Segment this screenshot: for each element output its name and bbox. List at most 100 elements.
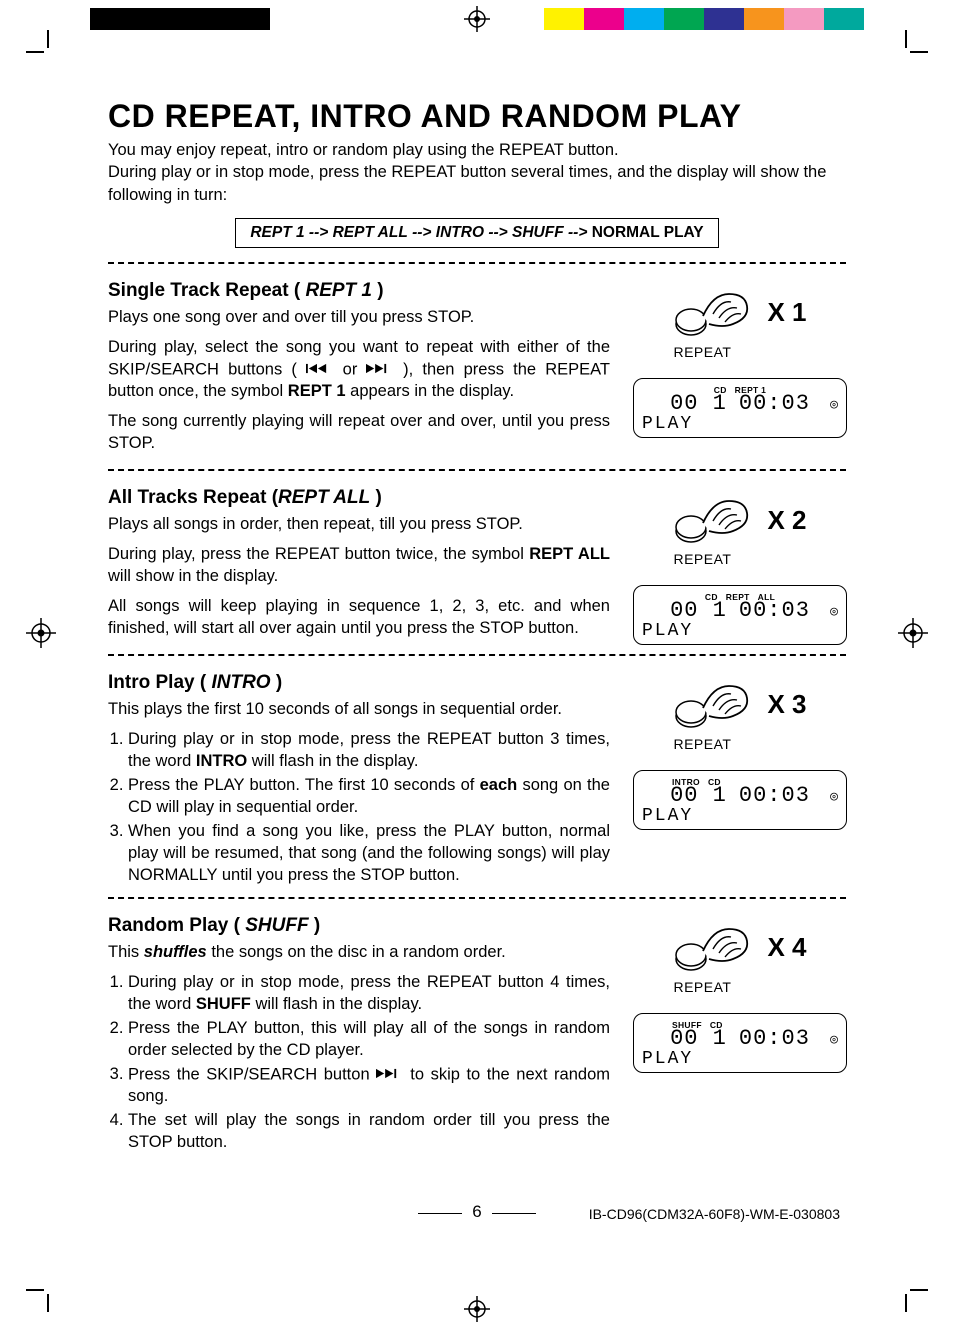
t: Press the SKIP/SEARCH button bbox=[128, 1065, 376, 1083]
t: Random Play ( bbox=[108, 915, 245, 936]
swatch bbox=[624, 8, 664, 30]
track: 00 1 bbox=[670, 1028, 727, 1050]
lcd-status: PLAY bbox=[642, 622, 838, 640]
step: Press the SKIP/SEARCH button to skip to … bbox=[128, 1064, 610, 1108]
registration-mark-icon bbox=[898, 618, 928, 648]
lcd-display: SHUFF CD 00 1 00:03 ◎ PLAY bbox=[633, 1013, 847, 1073]
t: will show in the display. bbox=[108, 567, 278, 585]
swatch bbox=[544, 8, 584, 30]
section-heading: Single Track Repeat ( REPT 1 ) bbox=[108, 278, 610, 303]
section-text: Single Track Repeat ( REPT 1 ) Plays one… bbox=[108, 278, 610, 463]
t: This bbox=[108, 943, 144, 961]
divider bbox=[108, 469, 846, 471]
mode-sequence: REPT 1 --> REPT ALL --> INTRO --> SHUFF … bbox=[235, 218, 718, 248]
button-label: REPEAT bbox=[673, 979, 793, 995]
section-text: All Tracks Repeat ( REPT ALL ) Plays all … bbox=[108, 485, 610, 648]
skip-next-icon bbox=[366, 359, 394, 381]
time: 00:03 bbox=[739, 393, 810, 415]
registration-mark-icon bbox=[26, 618, 56, 648]
hand-press-icon bbox=[673, 915, 757, 981]
section-illustration: X 4 REPEAT SHUFF CD 00 1 00:03 ◎ PLA bbox=[634, 913, 846, 1073]
step: The set will play the songs in random or… bbox=[128, 1110, 610, 1154]
button-label: REPEAT bbox=[673, 736, 793, 752]
crop-mark-icon bbox=[884, 30, 928, 74]
gap bbox=[270, 8, 544, 30]
lcd-status: PLAY bbox=[642, 1050, 838, 1068]
press-group: X 4 REPEAT bbox=[673, 915, 806, 995]
registration-mark-icon bbox=[464, 6, 490, 32]
lcd-digits: 00 1 00:03 bbox=[642, 600, 838, 622]
step: During play or in stop mode, press the R… bbox=[128, 729, 610, 773]
lcd-display: CD REPT ALL 00 1 00:03 ◎ PLAY bbox=[633, 585, 847, 645]
press-illustration: X 4 bbox=[673, 915, 806, 981]
arrow: --> bbox=[568, 224, 587, 241]
page-number: 6 bbox=[472, 1202, 481, 1221]
t: will flash in the display. bbox=[251, 995, 422, 1013]
mode: REPT ALL bbox=[333, 224, 408, 241]
step: When you find a song you like, press the… bbox=[128, 821, 610, 887]
mode: NORMAL PLAY bbox=[592, 224, 704, 241]
intro-text: You may enjoy repeat, intro or random pl… bbox=[108, 139, 846, 206]
rule bbox=[492, 1213, 536, 1214]
t: will flash in the display. bbox=[247, 752, 418, 770]
section-text: Random Play ( SHUFF ) This shuffles the … bbox=[108, 913, 610, 1158]
t: each bbox=[480, 776, 518, 794]
t: ) bbox=[370, 487, 382, 508]
press-illustration: X 1 bbox=[673, 280, 806, 346]
section-text: Intro Play ( INTRO ) This plays the firs… bbox=[108, 670, 610, 891]
press-count: X 1 bbox=[767, 297, 806, 328]
t: ) bbox=[309, 915, 321, 936]
content: CD REPEAT, INTRO AND RANDOM PLAY You may… bbox=[108, 98, 846, 1228]
step: During play or in stop mode, press the R… bbox=[128, 972, 610, 1016]
black-block bbox=[90, 8, 270, 30]
lcd-display: CD REPT 1 00 1 00:03 ◎ PLAY bbox=[633, 378, 847, 438]
track: 00 1 bbox=[670, 393, 727, 415]
p: All songs will keep playing in sequence … bbox=[108, 596, 610, 640]
swatch bbox=[704, 8, 744, 30]
arrow: --> bbox=[309, 224, 328, 241]
crop-mark-icon bbox=[26, 30, 70, 74]
arrow: --> bbox=[488, 224, 507, 241]
press-count: X 2 bbox=[767, 505, 806, 536]
press-group: X 3 REPEAT bbox=[673, 672, 806, 752]
section-random-play: Random Play ( SHUFF ) This shuffles the … bbox=[108, 909, 846, 1158]
hand-press-icon bbox=[673, 487, 757, 553]
t: REPT ALL bbox=[529, 545, 610, 563]
t: or bbox=[334, 360, 367, 378]
time: 00:03 bbox=[739, 785, 810, 807]
lcd-digits: 00 1 00:03 bbox=[642, 1028, 838, 1050]
t: REPT 1 bbox=[288, 382, 346, 400]
t: REPT 1 bbox=[305, 280, 372, 301]
section-intro-play: Intro Play ( INTRO ) This plays the firs… bbox=[108, 666, 846, 891]
section-illustration: X 2 REPEAT CD REPT ALL 00 1 00:03 bbox=[634, 485, 846, 645]
swatch bbox=[824, 8, 864, 30]
lcd-digits: 00 1 00:03 bbox=[642, 785, 838, 807]
section-heading: Intro Play ( INTRO ) bbox=[108, 670, 610, 695]
t: the songs on the disc in a random order. bbox=[207, 943, 506, 961]
t: shuffles bbox=[144, 943, 207, 961]
t: Press the PLAY button. The first 10 seco… bbox=[128, 776, 480, 794]
section-heading: Random Play ( SHUFF ) bbox=[108, 913, 610, 938]
p: During play, press the REPEAT button twi… bbox=[108, 544, 610, 588]
t: During play, press the REPEAT button twi… bbox=[108, 545, 529, 563]
mode: SHUFF bbox=[512, 224, 564, 241]
press-count: X 4 bbox=[767, 932, 806, 963]
page-title: CD REPEAT, INTRO AND RANDOM PLAY bbox=[108, 98, 846, 135]
track: 00 1 bbox=[670, 785, 727, 807]
crop-mark-icon bbox=[26, 1268, 70, 1312]
steps: During play or in stop mode, press the R… bbox=[108, 972, 610, 1154]
disc-icon: ◎ bbox=[830, 789, 838, 804]
step: Press the PLAY button. The first 10 seco… bbox=[128, 775, 610, 819]
lcd-status: PLAY bbox=[642, 807, 838, 825]
time: 00:03 bbox=[739, 1028, 810, 1050]
time: 00:03 bbox=[739, 600, 810, 622]
t: All Tracks Repeat ( bbox=[108, 487, 278, 508]
skip-next-icon bbox=[376, 1064, 404, 1086]
t: appears in the display. bbox=[346, 382, 514, 400]
press-count: X 3 bbox=[767, 689, 806, 720]
track: 00 1 bbox=[670, 600, 727, 622]
p: Plays all songs in order, then repeat, t… bbox=[108, 514, 610, 536]
lcd-display: INTRO CD 00 1 00:03 ◎ PLAY bbox=[633, 770, 847, 830]
swatch bbox=[584, 8, 624, 30]
swatch bbox=[664, 8, 704, 30]
